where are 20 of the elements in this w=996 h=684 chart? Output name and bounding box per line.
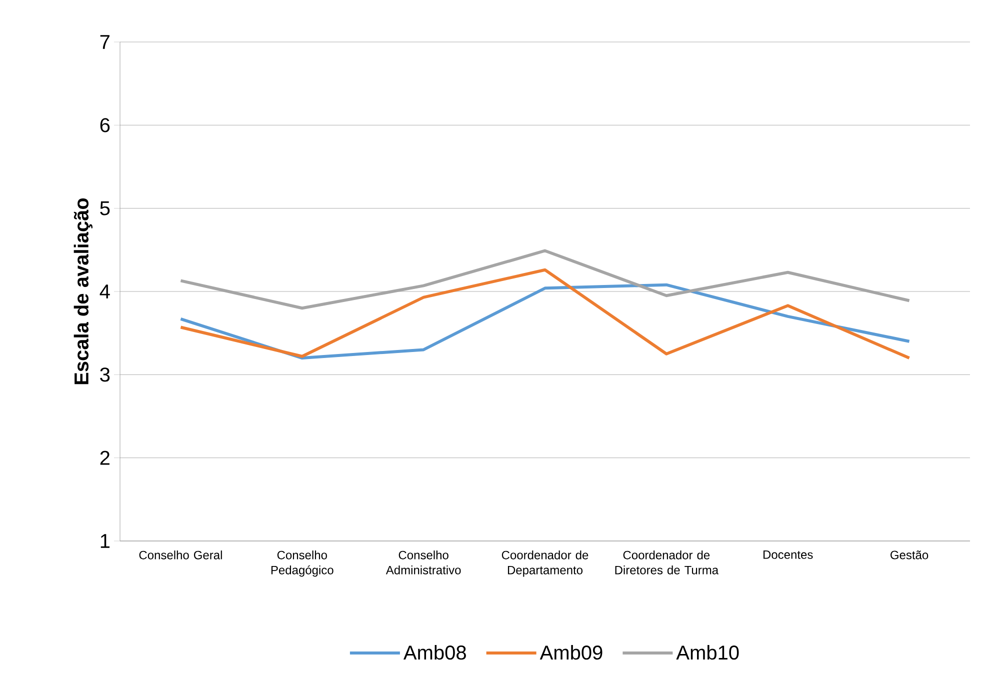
legend-label: Amb09 (540, 644, 602, 660)
y-tick-label: 6 (100, 118, 110, 132)
y-tick-label: 5 (100, 201, 110, 216)
x-tick-label: Conselho Administrativo (386, 550, 461, 574)
y-tick-label: 7 (100, 35, 110, 49)
line-series (179, 268, 911, 360)
x-tick-label: Coordenador de Departamento (502, 550, 588, 577)
x-tick-label: Conselho Pedagógico (271, 550, 334, 577)
y-tick-label: 2 (100, 450, 110, 465)
line-series (179, 249, 911, 310)
legend-label: Amb08 (403, 644, 466, 660)
y-tick-label: 4 (100, 284, 110, 298)
x-tick-label: Conselho Geral (139, 550, 222, 560)
legend-label: Amb10 (676, 644, 739, 660)
y-tick-label: 1 (100, 534, 110, 548)
y-axis-title: Escala de avaliação (74, 198, 92, 384)
x-tick-label: Coordenador de Diretores de Turma (615, 550, 719, 574)
x-tick-label: Docentes (764, 550, 813, 559)
y-tick-label: 3 (100, 368, 110, 382)
x-tick-label: Gestão (890, 550, 928, 560)
